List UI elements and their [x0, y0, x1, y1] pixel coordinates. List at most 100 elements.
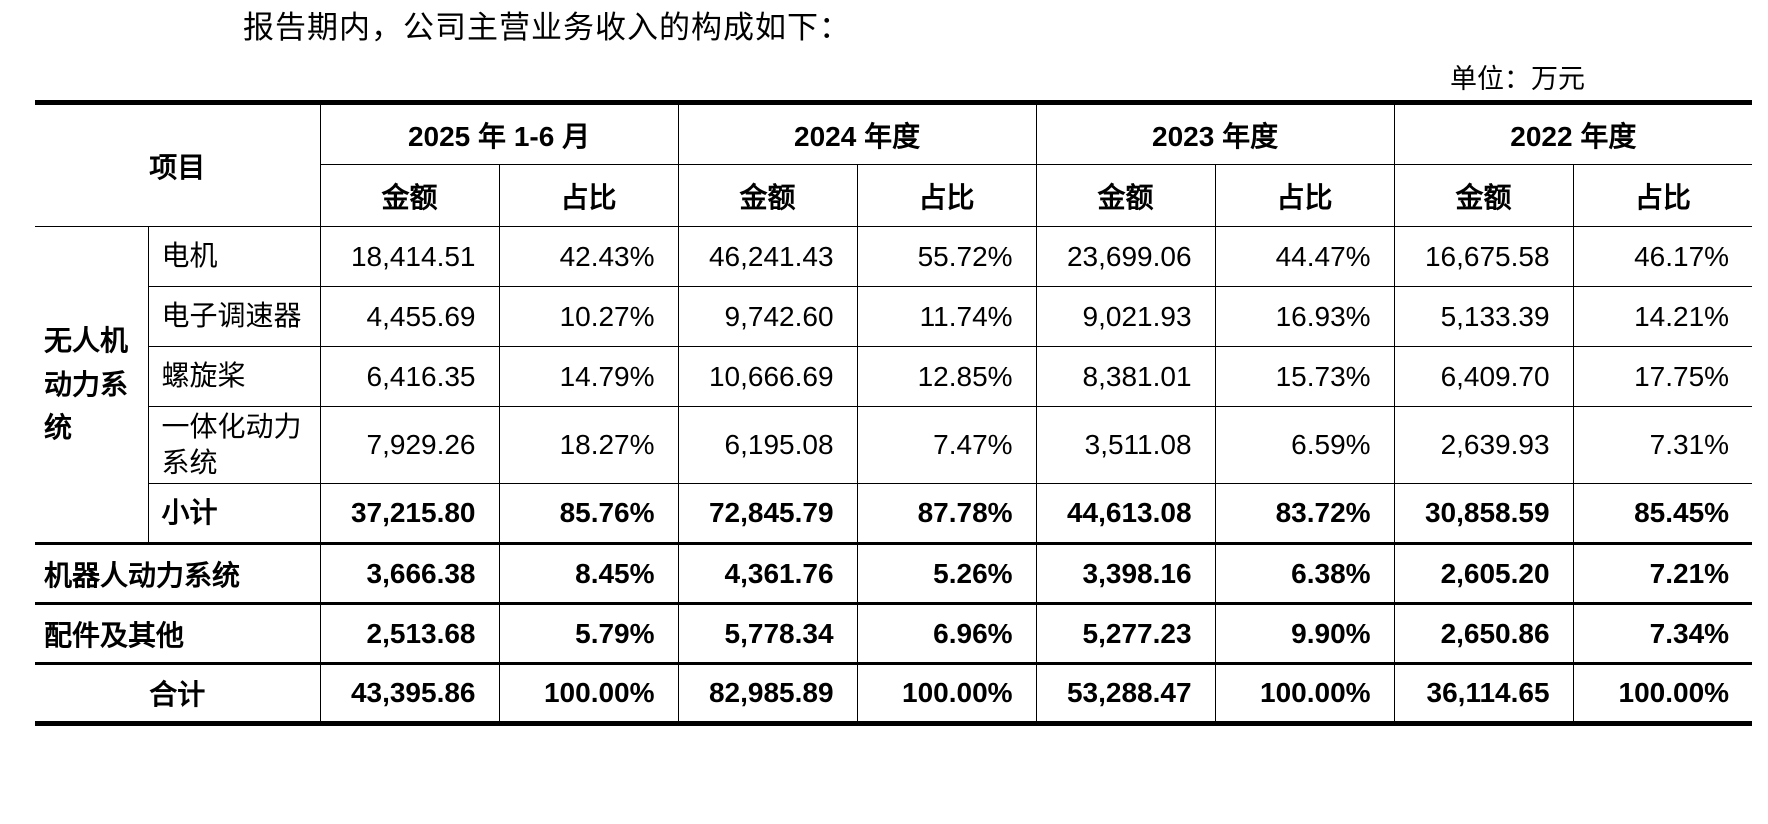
group-label-uav-power-system: 无人机动力系统: [35, 226, 149, 544]
ratio-cell: 6.96%: [856, 602, 1037, 664]
ratio-cell: 87.78%: [856, 483, 1037, 544]
col-header-period-2025h1: 2025 年 1-6 月: [319, 102, 679, 165]
amount-cell: 2,639.93: [1393, 406, 1574, 484]
col-header-amount: 金额: [677, 164, 858, 227]
table-row-propeller: 螺旋桨 6,416.35 14.79% 10,666.69 12.85% 8,3…: [35, 346, 1753, 407]
amount-cell: 6,409.70: [1393, 346, 1574, 407]
ratio-cell: 55.72%: [856, 226, 1037, 287]
document-page: 报告期内，公司主营业务收入的构成如下： 单位：万元 项目 2025 年 1-6 …: [0, 6, 1768, 824]
row-label: 合计: [35, 662, 321, 724]
row-label: 螺旋桨: [148, 346, 321, 407]
ratio-cell: 85.76%: [498, 483, 679, 544]
ratio-cell: 7.31%: [1572, 406, 1753, 484]
col-header-amount: 金额: [320, 164, 500, 227]
ratio-cell: 8.45%: [498, 542, 679, 604]
row-label: 电子调速器: [148, 286, 321, 347]
ratio-cell: 100.00%: [498, 662, 679, 724]
amount-cell: 3,511.08: [1035, 406, 1216, 484]
amount-cell: 5,133.39: [1393, 286, 1574, 347]
amount-cell: 8,381.01: [1035, 346, 1216, 407]
col-header-period-2024: 2024 年度: [677, 102, 1037, 165]
ratio-cell: 17.75%: [1572, 346, 1753, 407]
ratio-cell: 16.93%: [1214, 286, 1395, 347]
ratio-cell: 18.27%: [498, 406, 679, 484]
amount-cell: 53,288.47: [1035, 662, 1216, 724]
ratio-cell: 14.21%: [1572, 286, 1753, 347]
revenue-composition-table: 项目 2025 年 1-6 月 2024 年度 2023 年度 2022 年度 …: [35, 100, 1753, 726]
ratio-cell: 6.38%: [1214, 542, 1395, 604]
amount-cell: 5,778.34: [677, 602, 858, 664]
col-header-ratio: 占比: [498, 164, 679, 227]
amount-cell: 16,675.58: [1393, 226, 1574, 287]
row-label: 电机: [147, 226, 321, 287]
amount-cell: 37,215.80: [319, 483, 500, 544]
row-label: 小计: [148, 483, 321, 544]
amount-cell: 36,114.65: [1393, 662, 1574, 724]
amount-cell: 18,414.51: [319, 226, 500, 287]
row-label: 机器人动力系统: [35, 542, 321, 604]
amount-cell: 2,605.20: [1393, 542, 1574, 604]
col-header-item: 项目: [35, 102, 321, 227]
amount-cell: 23,699.06: [1035, 226, 1216, 287]
amount-cell: 7,929.26: [319, 406, 500, 484]
amount-cell: 72,845.79: [677, 483, 858, 544]
ratio-cell: 6.59%: [1214, 406, 1395, 484]
ratio-cell: 85.45%: [1572, 483, 1753, 544]
amount-cell: 82,985.89: [677, 662, 858, 724]
table-row-total: 合计 43,395.86 100.00% 82,985.89 100.00% 5…: [35, 662, 1753, 724]
col-header-amount: 金额: [1035, 164, 1216, 227]
ratio-cell: 11.74%: [856, 286, 1037, 347]
table-row-accessories-others: 配件及其他 2,513.68 5.79% 5,778.34 6.96% 5,27…: [35, 602, 1753, 664]
ratio-cell: 10.27%: [498, 286, 679, 347]
col-header-period-2023: 2023 年度: [1035, 102, 1395, 165]
col-header-ratio: 占比: [1572, 164, 1753, 227]
col-header-ratio: 占比: [856, 164, 1037, 227]
table-row-esc: 电子调速器 4,455.69 10.27% 9,742.60 11.74% 9,…: [35, 286, 1753, 347]
amount-cell: 5,277.23: [1035, 602, 1216, 664]
ratio-cell: 83.72%: [1214, 483, 1395, 544]
ratio-cell: 46.17%: [1572, 226, 1753, 287]
amount-cell: 44,613.08: [1035, 483, 1216, 544]
col-header-ratio: 占比: [1214, 164, 1395, 227]
ratio-cell: 44.47%: [1214, 226, 1395, 287]
amount-cell: 10,666.69: [677, 346, 858, 407]
amount-cell: 6,195.08: [677, 406, 858, 484]
ratio-cell: 7.21%: [1572, 542, 1753, 604]
amount-cell: 3,398.16: [1035, 542, 1216, 604]
table-row-integrated-power-system: 一体化动力系统 7,929.26 18.27% 6,195.08 7.47% 3…: [35, 406, 1753, 484]
ratio-cell: 100.00%: [1572, 662, 1753, 724]
table-row-robot-power-system: 机器人动力系统 3,666.38 8.45% 4,361.76 5.26% 3,…: [35, 542, 1753, 604]
page-title: 报告期内，公司主营业务收入的构成如下：: [243, 10, 851, 45]
amount-cell: 2,513.68: [319, 602, 500, 664]
ratio-cell: 12.85%: [856, 346, 1037, 407]
amount-cell: 6,416.35: [319, 346, 500, 407]
ratio-cell: 5.26%: [856, 542, 1037, 604]
ratio-cell: 15.73%: [1214, 346, 1395, 407]
ratio-cell: 42.43%: [498, 226, 679, 287]
table-row-subtotal: 小计 37,215.80 85.76% 72,845.79 87.78% 44,…: [35, 483, 1753, 544]
amount-cell: 3,666.38: [319, 542, 500, 604]
ratio-cell: 7.47%: [856, 406, 1037, 484]
header-row-periods: 项目 2025 年 1-6 月 2024 年度 2023 年度 2022 年度: [35, 102, 1753, 227]
amount-cell: 9,742.60: [677, 286, 858, 347]
ratio-cell: 14.79%: [498, 346, 679, 407]
amount-cell: 4,455.69: [319, 286, 500, 347]
ratio-cell: 5.79%: [498, 602, 679, 664]
unit-label: 单位：万元: [1450, 64, 1585, 94]
ratio-cell: 100.00%: [856, 662, 1037, 724]
amount-cell: 43,395.86: [319, 662, 500, 724]
row-label: 一体化动力系统: [148, 406, 321, 484]
amount-cell: 9,021.93: [1035, 286, 1216, 347]
ratio-cell: 7.34%: [1572, 602, 1753, 664]
col-header-period-2022: 2022 年度: [1393, 102, 1753, 165]
table-row-motor: 无人机动力系统 电机 18,414.51 42.43% 46,241.43 55…: [35, 226, 1753, 544]
col-header-amount: 金额: [1393, 164, 1574, 227]
ratio-cell: 100.00%: [1214, 662, 1395, 724]
amount-cell: 46,241.43: [677, 226, 858, 287]
amount-cell: 2,650.86: [1393, 602, 1574, 664]
amount-cell: 4,361.76: [677, 542, 858, 604]
header-row-measures: 金额 占比 金额 占比 金额 占比 金额 占比: [35, 164, 1753, 227]
ratio-cell: 9.90%: [1214, 602, 1395, 664]
amount-cell: 30,858.59: [1393, 483, 1574, 544]
row-label: 配件及其他: [35, 602, 321, 664]
